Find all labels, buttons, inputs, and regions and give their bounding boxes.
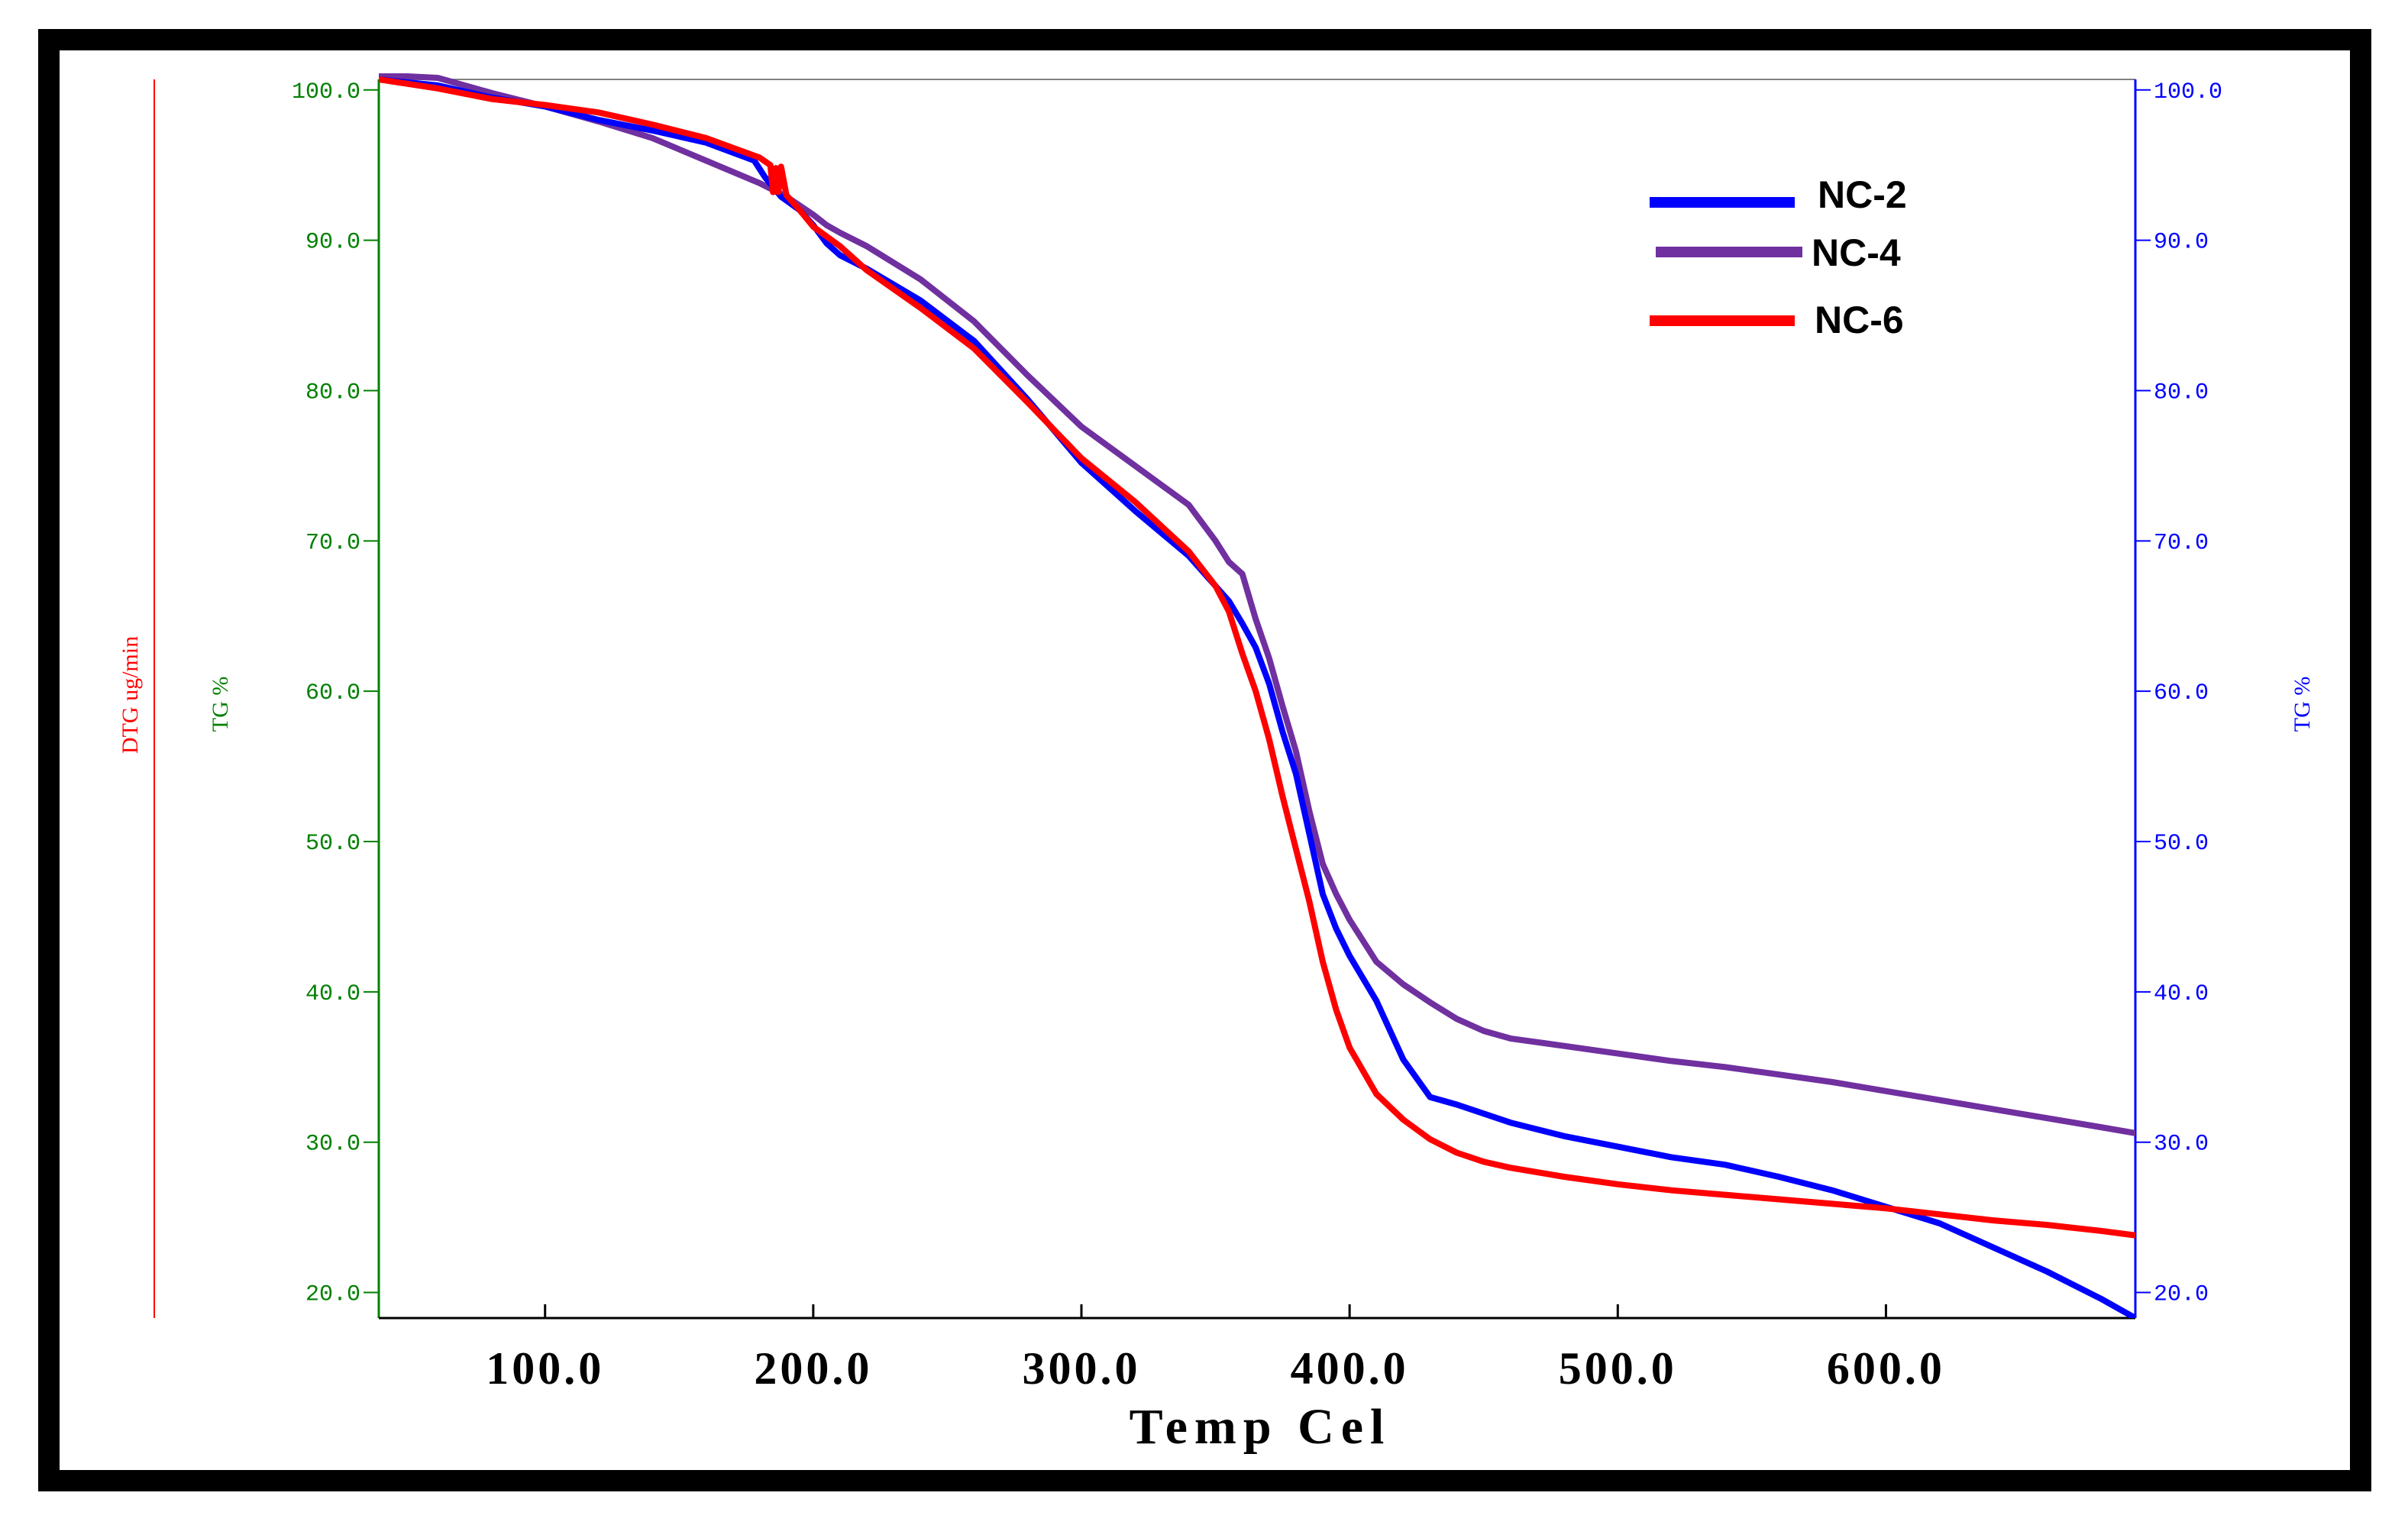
dtg-axis-title: DTG ug/min — [118, 636, 143, 754]
left-y-tick-label: 40.0 — [305, 981, 360, 1007]
left-y-ticks: 20.0 30.0 40.0 50.0 60.0 70.0 80.0 90.0 100.0 — [292, 79, 379, 1308]
left-y-tick-label: 90.0 — [305, 230, 360, 256]
chart-frame — [38, 29, 2371, 1491]
x-tick-label: 400.0 — [1291, 1343, 1409, 1394]
right-tg-axis-title: TG % — [2290, 677, 2315, 732]
x-tick-label: 100.0 — [486, 1343, 604, 1394]
right-y-tick-label: 60.0 — [2154, 680, 2209, 706]
left-y-tick-label: 70.0 — [305, 530, 360, 556]
legend-label-nc-4: NC-4 — [1812, 231, 1901, 274]
legend: NC-2 NC-4 NC-6 — [1650, 173, 1907, 341]
right-y-tick-label: 20.0 — [2154, 1282, 2209, 1308]
legend-label-nc-2: NC-2 — [1818, 173, 1907, 216]
right-y-tick-label: 30.0 — [2154, 1132, 2209, 1158]
right-y-ticks: 20.0 30.0 40.0 50.0 60.0 70.0 80.0 90.0 100.0 — [2135, 79, 2222, 1308]
right-y-tick-label: 40.0 — [2154, 981, 2209, 1007]
x-tick-label: 200.0 — [754, 1343, 872, 1394]
left-y-tick-label: 100.0 — [292, 79, 360, 105]
right-y-tick-label: 50.0 — [2154, 831, 2209, 857]
right-y-tick-label: 100.0 — [2154, 79, 2222, 105]
left-y-tick-label: 60.0 — [305, 680, 360, 706]
series-line-nc-2 — [379, 76, 2135, 1318]
series-line-nc-6 — [379, 76, 2135, 1239]
left-y-tick-label: 50.0 — [305, 831, 360, 857]
x-tick-label: 500.0 — [1559, 1343, 1677, 1394]
x-tick-label: 600.0 — [1827, 1343, 1945, 1394]
right-y-tick-label: 70.0 — [2154, 530, 2209, 556]
left-y-tick-label: 30.0 — [305, 1132, 360, 1158]
x-ticks: 100.0 200.0 300.0 400.0 500.0 600.0 — [486, 1304, 1945, 1394]
right-y-tick-label: 80.0 — [2154, 380, 2209, 405]
left-tg-axis-title: TG % — [208, 677, 233, 732]
series-group — [379, 73, 2135, 1318]
right-y-tick-label: 90.0 — [2154, 230, 2209, 256]
left-y-tick-label: 80.0 — [305, 380, 360, 405]
left-y-tick-label: 20.0 — [305, 1282, 360, 1308]
x-tick-label: 300.0 — [1023, 1343, 1141, 1394]
legend-label-nc-6: NC-6 — [1815, 299, 1904, 341]
x-axis-title: Temp Cel — [1130, 1399, 1391, 1455]
